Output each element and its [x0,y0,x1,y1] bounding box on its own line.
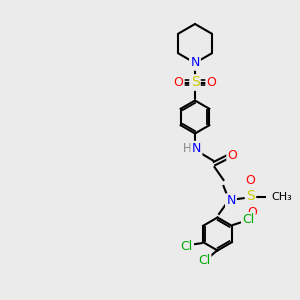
Text: Cl: Cl [198,254,210,268]
Text: O: O [174,76,183,89]
Text: S: S [246,190,255,203]
Text: O: O [228,149,237,163]
Text: S: S [190,76,200,89]
Text: O: O [246,174,255,188]
Text: H: H [183,142,192,155]
Text: N: N [192,142,201,155]
Text: Cl: Cl [181,240,193,253]
Text: N: N [190,56,200,70]
Text: O: O [207,76,216,89]
Text: N: N [226,194,236,208]
Text: Cl: Cl [242,213,254,226]
Text: CH₃: CH₃ [272,191,292,202]
Text: O: O [247,206,257,219]
